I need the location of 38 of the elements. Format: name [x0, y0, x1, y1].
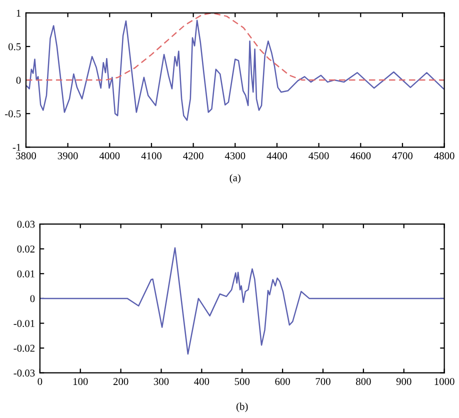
- x-tick-label: 300: [154, 378, 169, 386]
- y-tick-label: 0.02: [17, 246, 34, 253]
- x-tick-label: 4400: [266, 152, 287, 160]
- text: (b): [236, 402, 248, 412]
- line-series: [40, 247, 444, 355]
- y-tick-label: -1: [12, 144, 20, 151]
- y-tick-label: -0.02: [14, 344, 34, 352]
- x-tick-label: 100: [73, 378, 88, 386]
- y-tick-label: 0: [16, 76, 21, 84]
- y-tick-label: -0.03: [14, 370, 35, 377]
- x-tick-label: 400: [194, 378, 210, 386]
- x-tick-label: 600: [275, 378, 290, 386]
- x-tick-label: 1000: [434, 378, 454, 386]
- y-tick-label: -0.5: [5, 110, 21, 118]
- x-tick-label: 4000: [99, 152, 120, 160]
- x-tick-label: 700: [316, 378, 330, 386]
- x-tick-label: 3900: [58, 152, 78, 160]
- line-series: [26, 20, 444, 121]
- x-tick-label: 4100: [141, 152, 162, 160]
- x-tick-label: 3800: [16, 152, 36, 160]
- x-tick-label: 4300: [224, 152, 246, 160]
- x-tick-label: 4800: [434, 152, 454, 160]
- x-tick-label: 200: [113, 378, 128, 386]
- y-tick-label: 0.01: [17, 270, 34, 278]
- x-tick-label: 800: [356, 378, 371, 386]
- y-tick-label: 0.5: [8, 43, 21, 50]
- y-tick-label: -0.01: [14, 320, 34, 328]
- y-tick-label: 0.03: [17, 220, 35, 228]
- y-tick-label: 1: [16, 10, 20, 17]
- x-tick-label: 900: [396, 378, 412, 386]
- x-tick-label: 4200: [183, 152, 204, 160]
- y-tick-label: 0: [30, 295, 35, 302]
- x-tick-label: 4600: [350, 152, 371, 160]
- x-tick-label: 0: [38, 378, 42, 386]
- text: (a): [230, 174, 240, 184]
- x-tick-label: 500: [234, 378, 250, 386]
- x-tick-label: 4500: [308, 152, 329, 160]
- x-tick-label: 4700: [392, 152, 412, 160]
